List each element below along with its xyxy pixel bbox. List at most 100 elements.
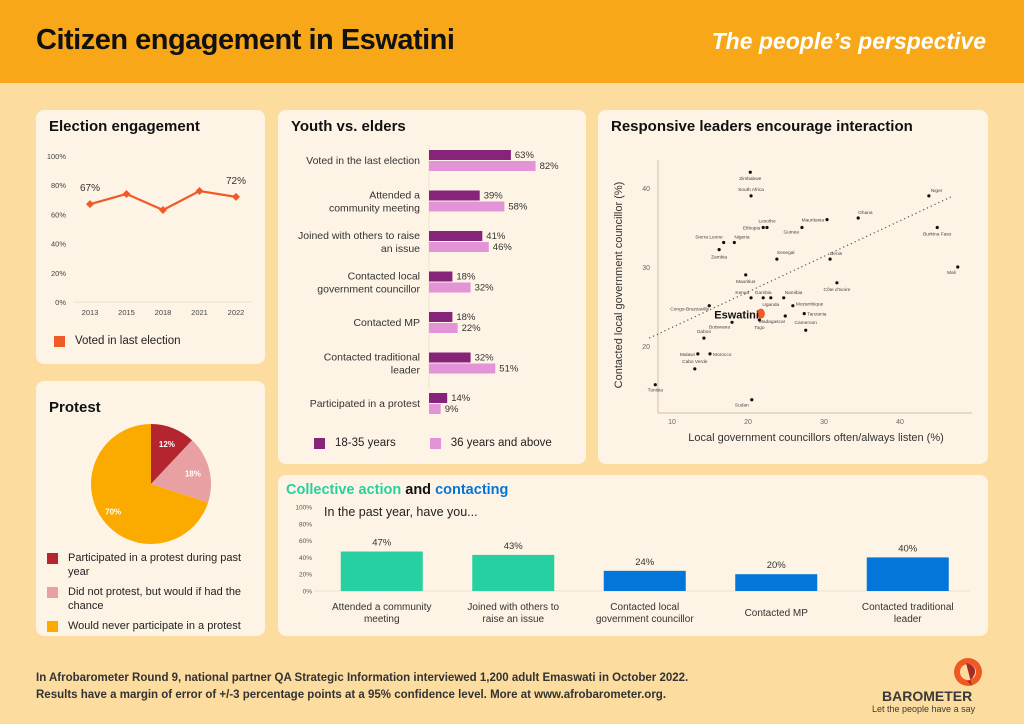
- election-title: Election engagement: [49, 118, 200, 135]
- page-title: Citizen engagement in Eswatini: [36, 24, 455, 56]
- scatter-label: Burkina Faso: [923, 232, 952, 238]
- scatter-point: [748, 170, 752, 174]
- scatter-label: Côte d'Ivoire: [824, 287, 851, 293]
- bar-value-label: 9%: [445, 404, 459, 415]
- scatter-point: [761, 225, 765, 230]
- election-legend: Voted in last election: [54, 334, 181, 354]
- protest-legend: Participated in a protest during past ye…: [47, 551, 262, 639]
- scatter-point: [653, 383, 657, 387]
- bar-value-label: 18%: [456, 272, 476, 283]
- bar-youth: [429, 190, 480, 201]
- category-label: Contacted traditional: [324, 352, 420, 364]
- category-label: Contacted MP: [745, 608, 809, 619]
- line-point: [232, 192, 240, 201]
- bar-value-label: 63%: [515, 150, 535, 161]
- bar-youth: [429, 352, 471, 363]
- line-point: [86, 200, 94, 209]
- afrobarometer-logo[interactable]: BAROMETER Let the people have a say: [868, 655, 998, 715]
- scatter-label: Gabon: [697, 329, 712, 335]
- scatter-point: [707, 304, 711, 308]
- legend-swatch-voted: [54, 336, 65, 347]
- collective-subtitle: In the past year, have you...: [324, 505, 478, 519]
- scatter-point-highlight: [756, 308, 765, 319]
- scatter-point: [696, 352, 700, 356]
- scatter-label: Togo: [754, 325, 765, 331]
- category-label: government councillor: [317, 284, 420, 296]
- footer-line-1: In Afrobarometer Round 9, national partn…: [36, 672, 689, 684]
- scatter-label: Kenya: [735, 290, 749, 296]
- scatter-label: Morocco: [713, 352, 732, 358]
- category-label: leader: [894, 614, 922, 625]
- scatter-label: Cabo Verde: [682, 359, 708, 365]
- y-tick-label: 20%: [51, 269, 66, 278]
- line-point: [159, 206, 167, 215]
- category-label: Joined with others to: [467, 602, 559, 613]
- bar-value-label: 14%: [451, 393, 471, 404]
- logo-barometer: BAROMETER: [882, 688, 972, 704]
- scatter-label: Senegal: [777, 250, 795, 256]
- x-tick-label: 2013: [82, 308, 99, 317]
- bar-value-label: 18%: [456, 312, 476, 323]
- protest-card: Protest 12% 18% 70% Participated in a prot…: [36, 381, 265, 636]
- collective-title-part2: and: [401, 482, 436, 498]
- category-label: Contacted local: [610, 602, 679, 613]
- scatter-point: [791, 304, 795, 308]
- bar-value-label: 32%: [475, 283, 495, 294]
- category-label: Participated in a protest: [310, 398, 420, 410]
- scatter-point: [828, 257, 832, 261]
- footer-note: In Afrobarometer Round 9, national partn…: [36, 670, 688, 704]
- category-label: Contacted MP: [353, 317, 420, 329]
- scatter-label: Benin: [830, 251, 843, 257]
- bar-value-label: 20%: [767, 560, 787, 571]
- scatter-point: [856, 216, 860, 220]
- page-subtitle: The people’s perspective: [711, 28, 986, 54]
- scatter-point: [757, 318, 761, 322]
- scatter-label: Sierra Leone: [695, 235, 723, 241]
- scatter-label: Tanzania: [807, 312, 827, 318]
- bar-value-label: 46%: [493, 242, 513, 253]
- scatter-point: [804, 328, 808, 332]
- category-label: Joined with others to raise: [298, 230, 420, 242]
- scatter-point: [775, 257, 779, 261]
- scatter-point: [702, 336, 706, 340]
- legend-label-would: Did not protest, but would if had the ch…: [68, 586, 242, 612]
- scatter-point: [935, 225, 939, 230]
- bar-youth: [429, 150, 511, 160]
- data-label: 67%: [80, 183, 100, 194]
- bar-collective: [340, 551, 423, 591]
- bar-elders: [429, 363, 496, 374]
- x-tick-label: 40: [896, 419, 904, 426]
- pie-label: 12%: [159, 440, 175, 449]
- line-point: [195, 187, 204, 196]
- scatter-label: Niger: [931, 188, 943, 194]
- line-point: [122, 189, 131, 198]
- x-tick-label: 10: [668, 419, 676, 426]
- scatter-point: [927, 194, 931, 198]
- bar-contacting: [735, 574, 818, 591]
- scatter-label: Zimbabwe: [739, 176, 761, 182]
- pie-label: 70%: [105, 508, 121, 517]
- scatter-point: [802, 312, 806, 316]
- x-tick-label: 20: [744, 419, 752, 426]
- category-label: Attended a community: [332, 602, 432, 613]
- scatter-title: Responsive leaders encourage interaction: [611, 118, 913, 135]
- scatter-label: Lesotho: [758, 219, 775, 225]
- bar-value-label: 47%: [372, 538, 392, 549]
- category-label: meeting: [364, 614, 400, 625]
- y-tick-label: 60%: [299, 538, 312, 545]
- trend-line: [648, 195, 954, 339]
- scatter-point: [835, 281, 839, 285]
- x-tick-label: 2015: [118, 308, 135, 317]
- scatter-label: Guinea: [783, 230, 799, 236]
- y-tick-label: 40%: [299, 555, 312, 562]
- scatter-point: [783, 314, 787, 318]
- protest-title: Protest: [49, 399, 101, 416]
- legend-label-participated: Participated in a protest during past ye…: [68, 552, 242, 578]
- category-label: Voted in the last election: [306, 155, 420, 167]
- scatter-card: Responsive leaders encourage interaction…: [598, 110, 988, 464]
- scatter-label: Malawi: [680, 352, 695, 358]
- y-tick-label: 40: [642, 186, 650, 193]
- scatter-label: Ghana: [858, 210, 873, 216]
- scatter-label: Cameroon: [795, 320, 818, 326]
- scatter-label: Mali: [947, 270, 956, 276]
